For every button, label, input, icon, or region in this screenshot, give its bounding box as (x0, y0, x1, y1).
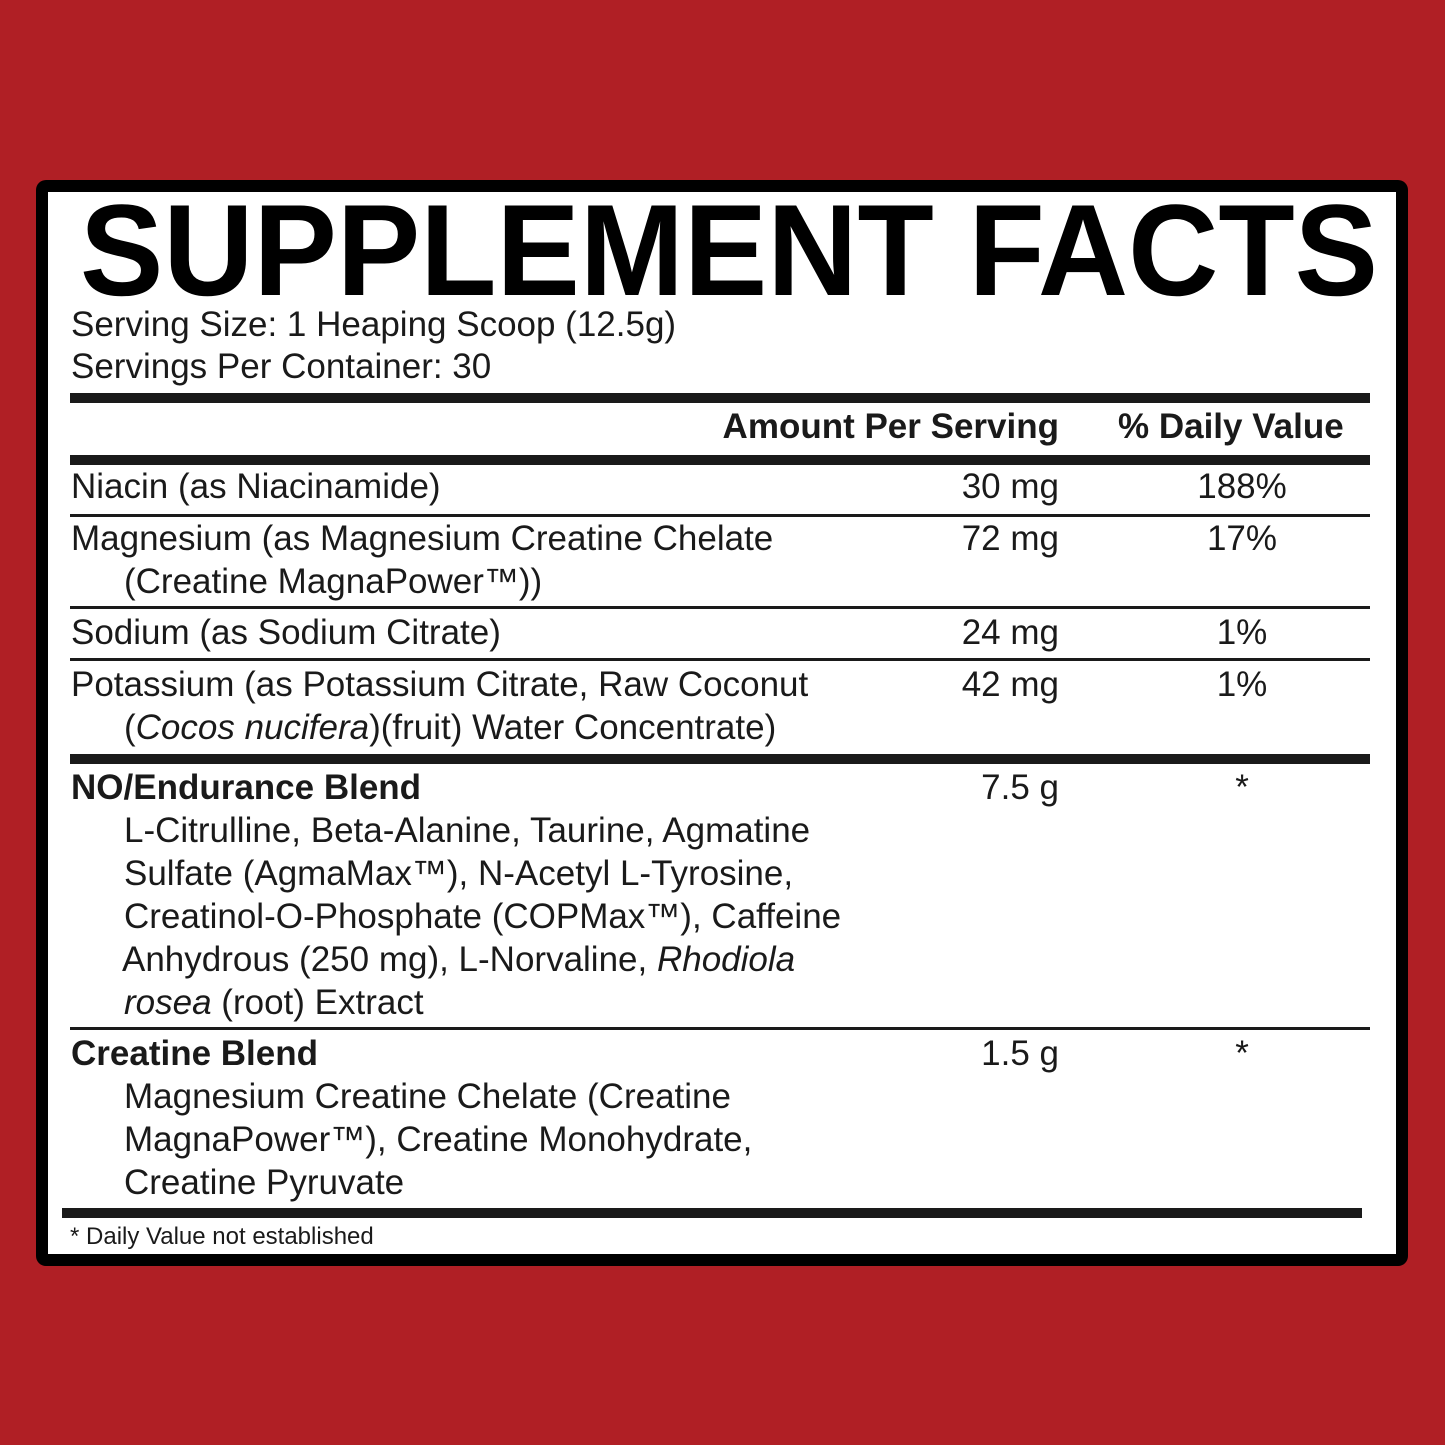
nutrient-dv: 1% (1216, 665, 1268, 704)
nutrient-name: Sodium (as Sodium Citrate) (71, 613, 501, 652)
divider-thin (70, 606, 1370, 609)
blend-ingredients: Anhydrous (250 mg), L-Norvaline, Rhodiol… (122, 940, 796, 979)
blend-name: Creatine Blend (71, 1034, 318, 1073)
svg-text:SUPPLEMENT FACTS: SUPPLEMENT FACTS (80, 195, 1378, 305)
divider-thick (70, 754, 1370, 764)
nutrient-name: Potassium (as Potassium Citrate, Raw Coc… (71, 665, 809, 704)
nutrient-dv: 17% (1206, 519, 1278, 558)
blend-dv: * (1235, 1034, 1249, 1073)
blend-ingredients: Sulfate (AgmaMax™), N-Acetyl L-Tyrosine, (124, 854, 794, 893)
nutrient-dv: 1% (1216, 613, 1268, 652)
blend-amount: 7.5 g (981, 768, 1059, 807)
blend-name: NO/Endurance Blend (71, 768, 422, 807)
nutrient-dv: 188% (1197, 467, 1287, 506)
divider-thick (62, 1208, 1362, 1218)
blend-amount: 1.5 g (981, 1034, 1059, 1073)
divider-thick (70, 455, 1370, 465)
nutrient-amount: 24 mg (961, 613, 1059, 652)
divider-thin (70, 1027, 1370, 1030)
blend-ingredients: Creatinol-O-Phosphate (COPMax™), Caffein… (124, 897, 842, 936)
title: SUPPLEMENT FACTS (80, 195, 1378, 305)
divider-thin (70, 658, 1370, 661)
blend-ingredients: Magnesium Creatine Chelate (Creatine (124, 1077, 731, 1116)
supplement-facts-panel (36, 180, 1408, 1266)
blend-ingredients: rosea (root) Extract (124, 983, 424, 1022)
serving-size: Serving Size: 1 Heaping Scoop (12.5g) (71, 305, 677, 344)
nutrient-amount: 30 mg (961, 467, 1059, 506)
divider-thin (70, 514, 1370, 517)
footnote: * Daily Value not established (70, 1223, 374, 1250)
nutrient-name: Magnesium (as Magnesium Creatine Chelate (71, 519, 774, 558)
nutrient-name-line2: (Cocos nucifera)(fruit) Water Concentrat… (124, 708, 777, 747)
divider-thick (70, 393, 1370, 403)
header-amount: Amount Per Serving (722, 407, 1059, 446)
nutrient-name: Niacin (as Niacinamide) (71, 467, 441, 506)
nutrient-name-line2: (Creatine MagnaPower™)) (124, 562, 543, 601)
servings-per-container: Servings Per Container: 30 (71, 347, 492, 386)
nutrient-amount: 72 mg (961, 519, 1059, 558)
blend-dv: * (1235, 768, 1249, 807)
blend-ingredients: MagnaPower™), Creatine Monohydrate, (124, 1120, 753, 1159)
blend-ingredients: Creatine Pyruvate (124, 1163, 405, 1202)
nutrient-amount: 42 mg (961, 665, 1059, 704)
blend-ingredients: L-Citrulline, Beta-Alanine, Taurine, Agm… (124, 811, 811, 850)
header-daily-value: % Daily Value (1118, 407, 1344, 446)
